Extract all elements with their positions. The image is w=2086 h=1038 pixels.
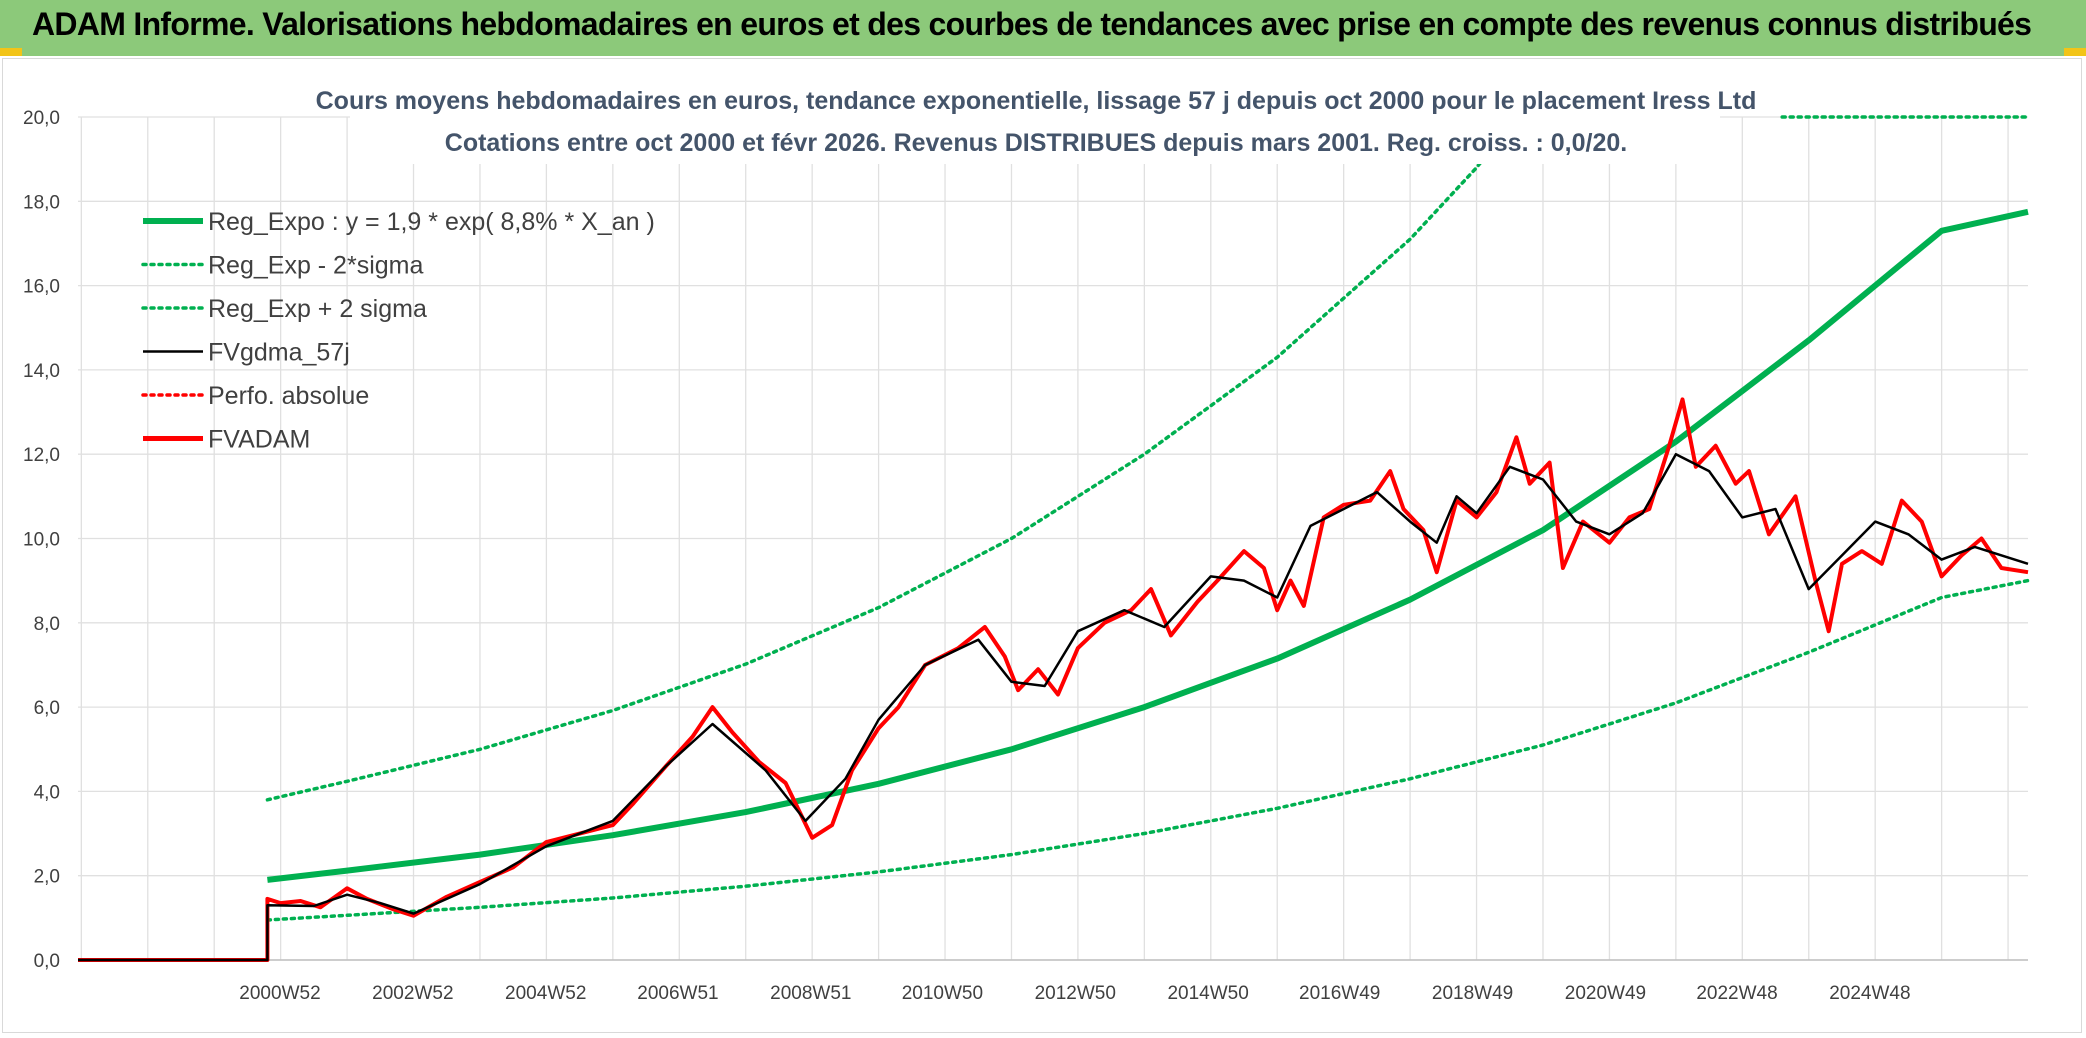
series-line-3 <box>78 452 2029 962</box>
title-background <box>350 84 1720 164</box>
y-tick-label: 18,0 <box>23 192 60 213</box>
banner-accent-right <box>2064 48 2086 56</box>
series-line-0 <box>267 208 2029 883</box>
y-tick-label: 16,0 <box>23 277 60 298</box>
x-tick-label: 2016W49 <box>1299 983 1380 1004</box>
y-tick-label: 20,0 <box>23 108 60 129</box>
x-tick-label: 2018W49 <box>1432 983 1513 1004</box>
y-tick-label: 4,0 <box>34 782 60 803</box>
y-tick-label: 8,0 <box>34 614 60 635</box>
legend-label-2: Reg_Exp + 2 sigma <box>208 295 427 323</box>
x-tick-label: 2014W50 <box>1167 983 1248 1004</box>
x-tick-label: 2006W51 <box>637 983 718 1004</box>
x-tick-label: 2024W48 <box>1829 983 1910 1004</box>
x-tick-label: 2022W48 <box>1696 983 1777 1004</box>
legend-label-0: Reg_Expo : y = 1,9 * exp( 8,8% * X_an ) <box>208 208 655 236</box>
legend-label-5: FVADAM <box>208 426 310 454</box>
x-tick-label: 2010W50 <box>902 983 983 1004</box>
y-tick-label: 2,0 <box>34 867 60 888</box>
series-line-2 <box>265 115 1519 802</box>
y-tick-label: 0,0 <box>34 951 60 972</box>
chart-frame <box>2 58 2082 1033</box>
chart-title-line1: Cours moyens hebdomadaires en euros, ten… <box>316 87 1757 115</box>
series-line-1 <box>265 578 2030 922</box>
title-banner: ADAM Informe. Valorisations hebdomadaire… <box>0 0 2086 56</box>
y-tick-label: 10,0 <box>23 530 60 551</box>
x-tick-label: 2000W52 <box>239 983 320 1004</box>
legend-label-4: Perfo. absolue <box>208 382 369 410</box>
y-tick-label: 6,0 <box>34 698 60 719</box>
x-tick-label: 2020W49 <box>1565 983 1646 1004</box>
x-tick-label: 2012W50 <box>1035 983 1116 1004</box>
x-tick-label: 2008W51 <box>770 983 851 1004</box>
chart-title-line2: Cotations entre oct 2000 et févr 2026. R… <box>445 129 1627 157</box>
y-tick-label: 14,0 <box>23 361 60 382</box>
legend-label-3: FVgdma_57j <box>208 339 350 367</box>
y-tick-label: 12,0 <box>23 445 60 466</box>
x-tick-label: 2002W52 <box>372 983 453 1004</box>
page-title: ADAM Informe. Valorisations hebdomadaire… <box>32 6 2032 42</box>
banner-accent-left <box>0 48 22 56</box>
x-tick-label: 2004W52 <box>505 983 586 1004</box>
legend-label-1: Reg_Exp - 2*sigma <box>208 252 423 280</box>
